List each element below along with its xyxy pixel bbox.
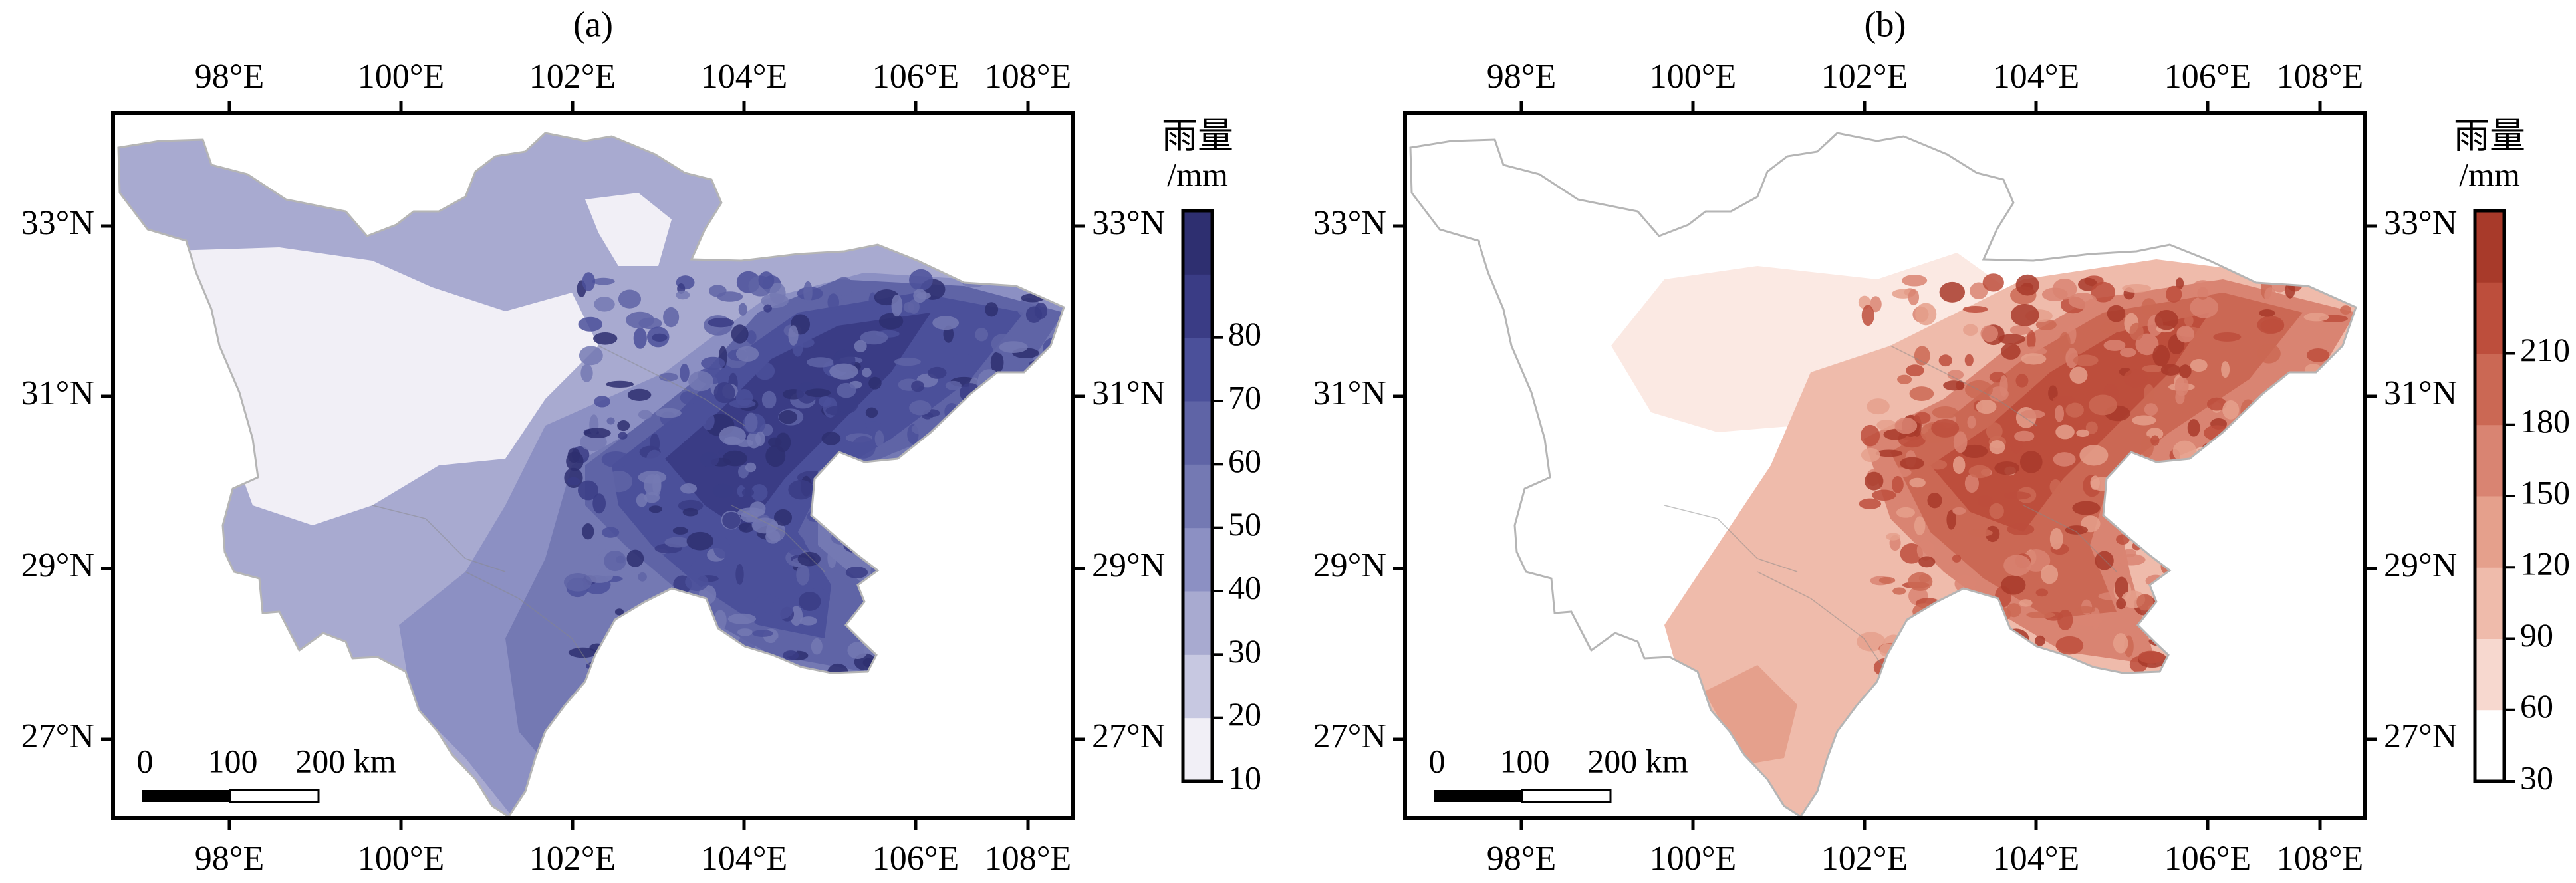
lat-tick-label-left: 29°N (1313, 547, 1386, 584)
lon-tick-label-top: 100°E (1650, 58, 1737, 96)
colorbar-title: 雨量 (2454, 115, 2525, 157)
scale-label-0: 0 (137, 742, 154, 779)
lat-tick-label-right: 33°N (1092, 204, 1165, 242)
lon-tick-label-top: 100°E (358, 58, 445, 96)
colorbar-tick-label: 60 (2520, 688, 2553, 725)
colorbar-bin (1183, 654, 1212, 719)
colorbar-bin (1183, 464, 1212, 529)
scale-bar: 0 100 200 km (137, 742, 396, 803)
lat-tick-label-right: 31°N (2384, 374, 2457, 412)
scale-label-100: 100 (1500, 742, 1550, 779)
colorbar-title: 雨量 (1162, 115, 1233, 157)
colorbar-tick-label: 60 (1228, 442, 1261, 479)
lon-tick-label-bottom: 98°E (1487, 840, 1557, 878)
lat-tick-label-left: 27°N (1313, 717, 1386, 755)
panel-a: (a) 98°E 98°E 100°E 100°E 102°E 102°E 104°E 104°… (21, 4, 1261, 878)
colorbar-tick-label: 150 (2520, 473, 2570, 511)
colorbar-bin (2475, 353, 2504, 426)
lon-tick-label-bottom: 102°E (529, 840, 616, 878)
scale-label-100: 100 (208, 742, 258, 779)
lon-tick-label-top: 98°E (1487, 58, 1557, 96)
lon-tick-label-bottom: 100°E (358, 840, 445, 878)
colorbar-bin (2475, 424, 2504, 497)
lon-tick-label-bottom: 106°E (2164, 840, 2252, 878)
lon-tick-label-top: 106°E (2164, 58, 2252, 96)
colorbar-unit: /mm (2459, 156, 2520, 193)
colorbar-tick-label: 30 (2520, 759, 2553, 796)
colorbar-tick-label: 20 (1228, 695, 1261, 733)
lat-tick-label-left: 27°N (21, 717, 94, 755)
scale-label-200km: 200 km (1587, 742, 1688, 779)
scale-label-200km: 200 km (295, 742, 396, 779)
colorbar-tick-label: 70 (1228, 378, 1261, 416)
colorbar-bin (1183, 337, 1212, 402)
colorbar-bin (2475, 709, 2504, 782)
colorbar-tick-label: 120 (2520, 545, 2570, 582)
lon-tick-label-top: 102°E (1821, 58, 1908, 96)
colorbar-bin (2475, 282, 2504, 354)
lon-tick-label-top: 108°E (985, 58, 1072, 96)
colorbar-tick-label: 50 (1228, 505, 1261, 543)
province-boundary (1409, 132, 2357, 819)
lat-tick-label-right: 29°N (2384, 547, 2457, 584)
colorbar-bin (1183, 401, 1212, 465)
panel-label: (a) (573, 4, 613, 44)
lon-tick-label-top: 104°E (701, 58, 788, 96)
lat-tick-label-right: 29°N (1092, 547, 1165, 584)
lon-tick-label-top: 106°E (872, 58, 960, 96)
lat-tick-label-right: 27°N (1092, 717, 1165, 755)
province-boundary (117, 132, 1065, 819)
colorbar-bin (1183, 717, 1212, 782)
panel-label: (b) (1865, 4, 1906, 44)
colorbar-bin (2475, 638, 2504, 711)
colorbar-tick-label: 30 (1228, 632, 1261, 670)
lon-tick-label-top: 104°E (1993, 58, 2080, 96)
colorbar-bin (2475, 567, 2504, 639)
colorbar: 10 20 30 40 50 60 70 80 雨量/mm (1162, 115, 1261, 797)
colorbar-unit: /mm (1167, 156, 1228, 193)
lat-tick-label-left: 33°N (21, 204, 94, 242)
lon-tick-label-bottom: 108°E (985, 840, 1072, 878)
lon-tick-label-bottom: 104°E (1993, 840, 2080, 878)
colorbar-tick-label: 210 (2520, 331, 2570, 368)
map-frame (111, 111, 1075, 820)
colorbar-bin (1183, 527, 1212, 592)
map-frame (1403, 111, 2367, 820)
lat-tick-label-left: 31°N (1313, 374, 1386, 412)
lat-tick-label-left: 31°N (21, 374, 94, 412)
colorbar-tick-label: 180 (2520, 402, 2570, 440)
colorbar-tick-label: 80 (1228, 315, 1261, 352)
lon-tick-label-bottom: 100°E (1650, 840, 1737, 878)
colorbar-tick-label: 90 (2520, 616, 2553, 654)
lon-tick-label-bottom: 106°E (872, 840, 960, 878)
lon-tick-label-bottom: 98°E (195, 840, 265, 878)
lon-tick-label-top: 98°E (195, 58, 265, 96)
scale-bar: 0 100 200 km (1429, 742, 1688, 803)
lat-tick-label-right: 31°N (1092, 374, 1165, 412)
lon-tick-label-bottom: 108°E (2277, 840, 2364, 878)
panel-b: (b) 98°E 98°E 100°E 100°E 102°E 102°E 104°E 104°… (1313, 4, 2570, 878)
lat-tick-label-right: 27°N (2384, 717, 2457, 755)
lat-tick-label-right: 33°N (2384, 204, 2457, 242)
colorbar-tick-label: 40 (1228, 568, 1261, 606)
lon-tick-label-top: 102°E (529, 58, 616, 96)
lon-tick-label-bottom: 104°E (701, 840, 788, 878)
lat-tick-label-left: 33°N (1313, 204, 1386, 242)
colorbar-bin (1183, 591, 1212, 655)
colorbar-bin (1183, 274, 1212, 338)
colorbar-tick-label: 10 (1228, 759, 1261, 796)
lon-tick-label-bottom: 102°E (1821, 840, 1908, 878)
colorbar-bin (1183, 211, 1212, 275)
lon-tick-label-top: 108°E (2277, 58, 2364, 96)
lat-tick-label-left: 29°N (21, 547, 94, 584)
colorbar: 30 60 90 120 150 180 210 雨量/mm (2454, 115, 2570, 797)
colorbar-bin (2475, 496, 2504, 568)
scale-label-0: 0 (1429, 742, 1446, 779)
colorbar-bin (2475, 211, 2504, 283)
